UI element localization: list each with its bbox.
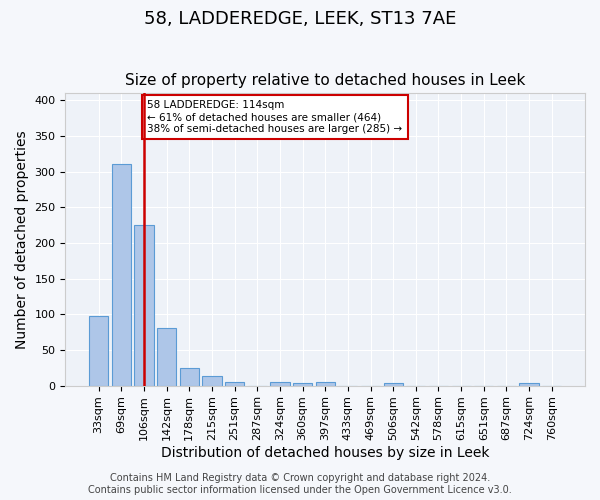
Bar [520,384,539,386]
Bar [157,328,176,386]
Bar [316,382,335,386]
Y-axis label: Number of detached properties: Number of detached properties [15,130,29,349]
Bar [270,382,290,386]
Bar [89,316,108,386]
Bar [293,382,312,386]
Bar [225,382,244,386]
Text: 58 LADDEREDGE: 114sqm
← 61% of detached houses are smaller (464)
38% of semi-det: 58 LADDEREDGE: 114sqm ← 61% of detached … [148,100,403,134]
Bar [134,225,154,386]
X-axis label: Distribution of detached houses by size in Leek: Distribution of detached houses by size … [161,446,490,460]
Text: Contains HM Land Registry data © Crown copyright and database right 2024.
Contai: Contains HM Land Registry data © Crown c… [88,474,512,495]
Bar [202,376,221,386]
Bar [179,368,199,386]
Bar [112,164,131,386]
Bar [383,384,403,386]
Text: 58, LADDEREDGE, LEEK, ST13 7AE: 58, LADDEREDGE, LEEK, ST13 7AE [144,10,456,28]
Title: Size of property relative to detached houses in Leek: Size of property relative to detached ho… [125,73,526,88]
